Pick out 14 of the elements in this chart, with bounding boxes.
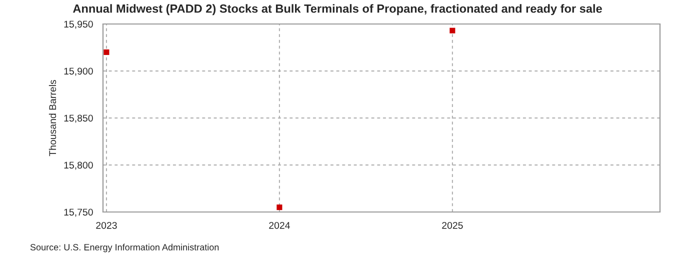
y-tick-label: 15,950 <box>64 20 93 29</box>
y-tick-label: 15,900 <box>64 68 93 76</box>
y-tick-label: 15,850 <box>64 114 93 123</box>
chart-title: Annual Midwest (PADD 2) Stocks at Bulk Terminals of Propane, fractionated and ready for sale <box>73 4 602 16</box>
y-axis-title: Thousand Barrels <box>48 80 56 156</box>
x-tick-label: 2023 <box>96 222 117 229</box>
y-tick-label: 15,750 <box>64 208 93 217</box>
source-note: Source: U.S. Energy Information Administration <box>30 244 219 252</box>
point <box>276 204 282 210</box>
point <box>104 49 110 55</box>
y-tick-label: 15,800 <box>64 162 93 170</box>
point <box>450 28 456 34</box>
x-tick-label: 2024 <box>269 222 290 229</box>
x-tick-label: 2025 <box>442 222 463 229</box>
